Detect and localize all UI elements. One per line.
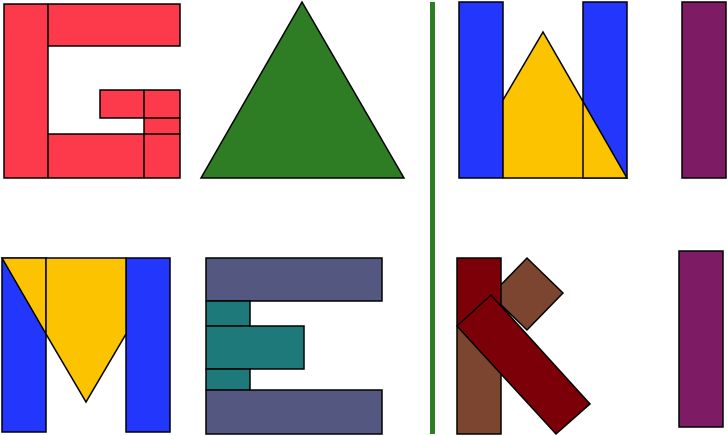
letter-g-piece xyxy=(3,3,181,179)
m-right-bar xyxy=(125,257,171,433)
w-left-bar xyxy=(458,1,504,179)
w-center-shape xyxy=(502,30,629,179)
g-bottom-right-block xyxy=(143,133,181,179)
letter-k-piece xyxy=(455,256,592,436)
e-spine-bottom xyxy=(205,368,251,391)
letter-a-triangle xyxy=(199,0,406,179)
g-bottom-bar xyxy=(47,133,145,179)
g-inner-block-right-top xyxy=(143,89,181,119)
k-diagonal-leg xyxy=(455,293,592,436)
e-middle-bar xyxy=(205,325,305,370)
letter-i-top-bar xyxy=(681,1,727,179)
e-top-bar xyxy=(205,257,383,302)
letter-i-bottom-bar xyxy=(678,250,724,428)
g-inner-block-left xyxy=(99,89,145,119)
g-top-bar xyxy=(47,3,181,47)
e-spine-top xyxy=(205,300,251,327)
vertical-divider xyxy=(430,2,435,434)
g-inner-block-right-mid xyxy=(143,117,181,135)
letter-w-piece xyxy=(458,1,629,179)
k-upper-arm xyxy=(489,256,565,332)
m-center-pentagon xyxy=(45,257,127,404)
letter-e-piece xyxy=(205,257,383,435)
letter-m-piece xyxy=(0,257,171,433)
g-left-bar xyxy=(3,3,49,179)
e-bottom-bar xyxy=(205,389,383,435)
